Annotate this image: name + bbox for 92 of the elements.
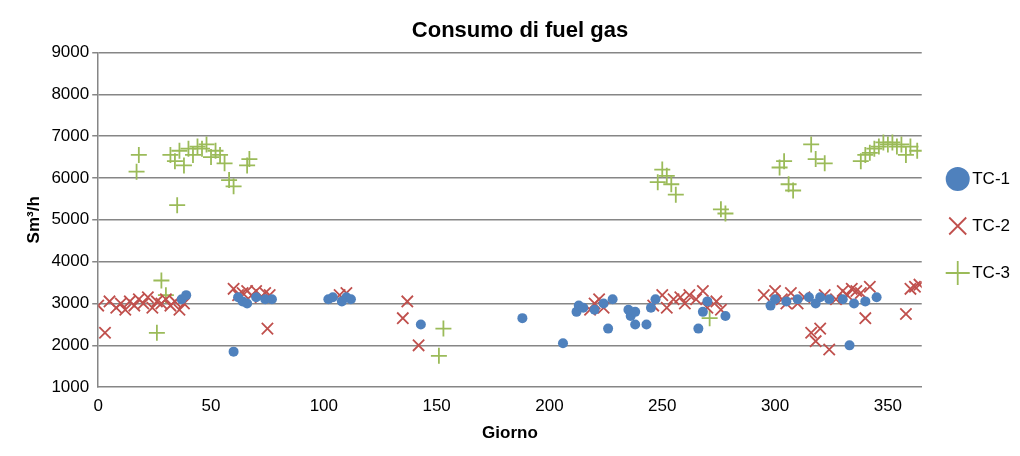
point (607, 294, 618, 305)
x-tick-label: 250 (648, 396, 677, 416)
point (775, 152, 793, 171)
y-tick-label: 7000 (51, 125, 90, 145)
x-tick-label: 100 (309, 396, 339, 416)
point (238, 156, 257, 175)
point (849, 298, 860, 309)
point (603, 323, 614, 334)
point (693, 323, 704, 334)
point (168, 196, 187, 215)
point (648, 173, 667, 192)
point (517, 313, 528, 324)
point (781, 296, 792, 307)
point (224, 177, 243, 196)
point (770, 158, 789, 177)
legend-label: TC-3 (972, 262, 1010, 282)
point (871, 292, 882, 303)
point (181, 290, 192, 301)
point (127, 162, 146, 181)
x-tick-label: 150 (422, 396, 451, 416)
y-axis-title: Sm³/h (23, 196, 43, 244)
y-tick-label: 1000 (51, 376, 90, 396)
y-tick-label: 4000 (51, 251, 90, 271)
point (860, 296, 871, 307)
point (716, 204, 735, 223)
point (630, 319, 641, 330)
point (792, 294, 803, 305)
point (184, 146, 202, 164)
point (865, 139, 884, 158)
point (129, 146, 148, 164)
point (170, 141, 189, 160)
point (837, 294, 848, 305)
point (242, 298, 253, 309)
point (892, 135, 911, 154)
point (815, 154, 834, 173)
y-tick-label: 6000 (51, 167, 90, 187)
point (650, 294, 661, 305)
point (251, 292, 262, 303)
point (220, 171, 238, 189)
point (806, 150, 825, 169)
point (415, 319, 426, 330)
x-tick-label: 300 (760, 396, 790, 416)
point (147, 323, 166, 342)
x-tick-label: 200 (535, 396, 564, 416)
point (856, 146, 875, 164)
point (188, 137, 207, 156)
point (430, 346, 448, 365)
point (851, 152, 870, 171)
point (844, 340, 855, 351)
point (152, 271, 171, 290)
point (653, 160, 672, 179)
point (784, 181, 803, 200)
point (860, 143, 879, 162)
point (697, 306, 708, 317)
x-tick-label: 350 (873, 396, 903, 416)
point (712, 200, 730, 219)
point (645, 302, 656, 313)
point (175, 156, 193, 175)
point (228, 346, 239, 357)
legend-label: TC-1 (972, 168, 1010, 188)
chart-title: Consumo di fuel gas (411, 17, 629, 43)
point (598, 298, 609, 309)
point (589, 304, 600, 315)
point (815, 292, 826, 303)
point (166, 152, 184, 171)
point (557, 338, 568, 349)
y-tick-label: 3000 (51, 293, 90, 313)
point (641, 319, 652, 330)
point (869, 137, 888, 156)
x-axis-title: Giorno (482, 423, 538, 443)
point (327, 292, 338, 303)
point (240, 150, 259, 169)
point (666, 185, 685, 204)
point (803, 292, 814, 303)
point (770, 294, 781, 305)
y-tick-label: 2000 (51, 335, 90, 355)
y-tick-label: 9000 (51, 42, 90, 62)
point (161, 146, 180, 164)
point (802, 135, 821, 154)
point (434, 319, 453, 338)
x-tick-label: 50 (201, 396, 221, 416)
point (702, 296, 713, 307)
y-tick-label: 8000 (51, 83, 90, 103)
point (720, 311, 731, 322)
point (700, 309, 719, 328)
y-tick-label: 5000 (51, 209, 90, 229)
legend-label: TC-2 (972, 215, 1010, 235)
point (883, 133, 902, 152)
point (157, 286, 175, 305)
point (779, 175, 798, 194)
point (824, 294, 835, 305)
x-tick-label: 0 (93, 396, 103, 416)
